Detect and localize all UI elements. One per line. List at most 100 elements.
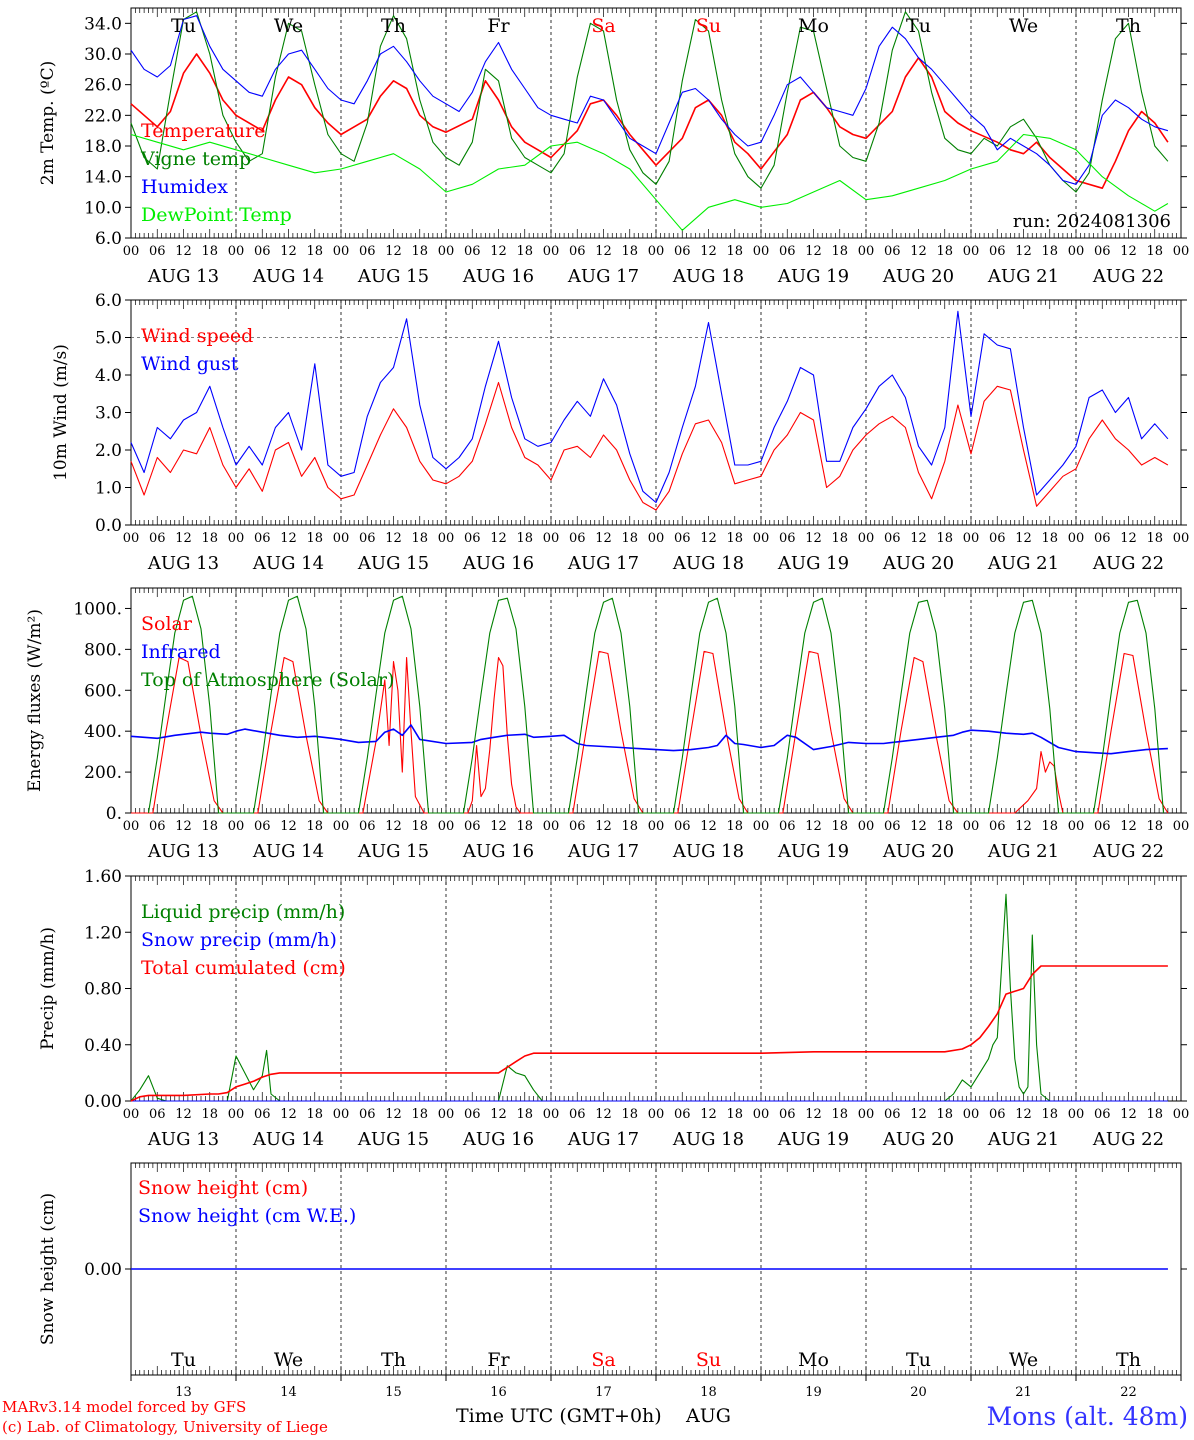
x-date-label: AUG 21 [987, 553, 1059, 574]
x-hour-label: 06 [989, 819, 1006, 834]
day-number: 22 [1120, 1385, 1137, 1400]
x-date-label: AUG 22 [1092, 553, 1164, 574]
day-number: 14 [280, 1385, 297, 1400]
x-hour-label: 00 [1173, 819, 1190, 834]
lab-credit: (c) Lab. of Climatology, University of L… [2, 1418, 328, 1436]
x-hour-label: 12 [595, 531, 612, 546]
legend-entry: Wind speed [141, 325, 253, 347]
y-tick-label: 1000. [73, 599, 122, 619]
x-hour-label: 18 [831, 531, 848, 546]
x-hour-label: 00 [543, 1107, 560, 1122]
x-hour-label: 12 [910, 1107, 927, 1122]
y-tick-label: 400. [84, 722, 122, 742]
plot-frame [130, 587, 1182, 814]
x-hour-label: 18 [726, 819, 743, 834]
x-hour-label: 18 [831, 1107, 848, 1122]
x-hour-label: 18 [411, 1107, 428, 1122]
x-hour-label: 18 [726, 1107, 743, 1122]
day-number: 16 [490, 1385, 507, 1400]
x-hour-label: 18 [201, 1107, 218, 1122]
x-hour-label: 18 [621, 244, 638, 259]
x-date-label: AUG 16 [462, 553, 534, 574]
x-hour-label: 12 [385, 531, 402, 546]
x-hour-label: 06 [464, 531, 481, 546]
station-name: Mons (alt. 48m) [986, 1402, 1188, 1431]
y-axis-label: 10m Wind (m/s) [51, 344, 71, 481]
x-hour-label: 00 [1173, 244, 1190, 259]
legend-entry: Temperature [141, 120, 265, 142]
x-date-label: AUG 15 [357, 841, 429, 862]
x-hour-label: 18 [516, 531, 533, 546]
series-line [130, 15, 1169, 185]
weekday-label-bottom: We [1009, 1349, 1038, 1371]
x-hour-label: 18 [936, 1107, 953, 1122]
x-hour-label: 06 [464, 244, 481, 259]
x-hour-label: 12 [1015, 1107, 1032, 1122]
day-number: 15 [385, 1385, 402, 1400]
x-hour-label: 06 [884, 244, 901, 259]
x-hour-label: 06 [674, 1107, 691, 1122]
x-hour-label: 00 [438, 1107, 455, 1122]
x-hour-label: 18 [621, 1107, 638, 1122]
weekday-label: Tu [171, 15, 196, 37]
x-hour-label: 06 [779, 819, 796, 834]
y-tick-label: 800. [84, 640, 122, 660]
weekday-label-bottom: Tu [906, 1349, 931, 1371]
x-hour-label: 12 [175, 1107, 192, 1122]
x-hour-label: 00 [1068, 531, 1085, 546]
day-number: 13 [175, 1385, 192, 1400]
x-hour-label: 18 [306, 819, 323, 834]
x-date-label: AUG 21 [987, 266, 1059, 287]
weekday-label-bottom: Tu [171, 1349, 196, 1371]
x-date-label: AUG 14 [252, 841, 324, 862]
x-date-label: AUG 20 [882, 1129, 954, 1150]
x-hour-label: 00 [438, 244, 455, 259]
x-hour-label: 18 [516, 244, 533, 259]
y-tick-label: 0.0 [95, 516, 122, 536]
x-hour-label: 00 [963, 819, 980, 834]
x-date-label: AUG 19 [777, 1129, 849, 1150]
x-hour-label: 00 [228, 1107, 245, 1122]
y-tick-label: 18.0 [84, 137, 122, 157]
y-tick-label: 1.60 [84, 867, 122, 887]
x-hour-label: 00 [1068, 819, 1085, 834]
weekday-label-bottom: Su [696, 1349, 721, 1371]
x-hour-label: 00 [543, 244, 560, 259]
weekday-label: We [274, 15, 303, 37]
x-hour-label: 06 [149, 1107, 166, 1122]
x-date-label: AUG 17 [567, 553, 639, 574]
series-line [130, 381, 1169, 511]
x-hour-label: 00 [1173, 1107, 1190, 1122]
y-tick-label: 3.0 [95, 404, 122, 424]
y-tick-label: 6.0 [95, 229, 122, 249]
x-date-label: AUG 17 [567, 841, 639, 862]
x-hour-label: 06 [1094, 819, 1111, 834]
legend-entry: Humidex [141, 176, 228, 198]
x-hour-label: 06 [569, 244, 586, 259]
x-hour-label: 00 [753, 244, 770, 259]
x-hour-label: 06 [884, 819, 901, 834]
x-hour-label: 06 [779, 1107, 796, 1122]
x-hour-label: 18 [411, 819, 428, 834]
x-date-label: AUG 16 [462, 841, 534, 862]
x-hour-label: 12 [595, 1107, 612, 1122]
y-tick-label: 0.80 [84, 980, 122, 1000]
x-hour-label: 06 [989, 1107, 1006, 1122]
x-hour-label: 06 [884, 531, 901, 546]
x-date-label: AUG 14 [252, 266, 324, 287]
day-number: 19 [805, 1385, 822, 1400]
x-hour-label: 00 [543, 531, 560, 546]
x-hour-label: 00 [543, 819, 560, 834]
legend-entry: Top of Atmosphere (Solar) [141, 669, 394, 691]
y-tick-label: 14.0 [84, 168, 122, 188]
x-hour-label: 12 [595, 244, 612, 259]
x-hour-label: 00 [333, 819, 350, 834]
x-hour-label: 06 [254, 819, 271, 834]
x-hour-label: 00 [333, 531, 350, 546]
x-hour-label: 18 [831, 819, 848, 834]
x-hour-label: 12 [805, 1107, 822, 1122]
x-hour-label: 12 [280, 1107, 297, 1122]
x-hour-label: 00 [123, 819, 140, 834]
x-axis-title: Time UTC (GMT+0h) [456, 1405, 662, 1427]
x-hour-label: 12 [280, 819, 297, 834]
